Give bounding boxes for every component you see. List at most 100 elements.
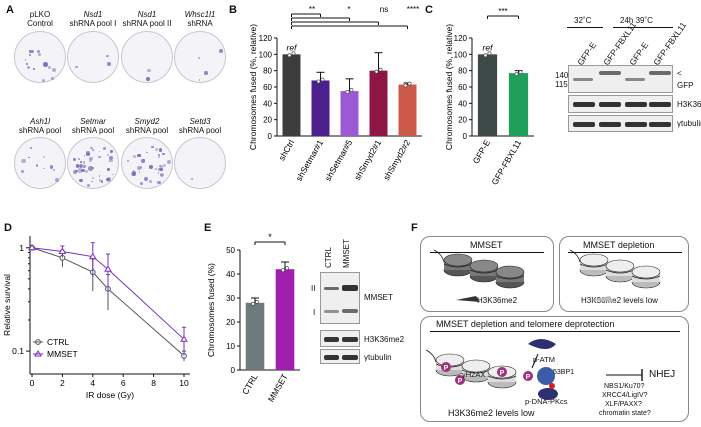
colony-dot xyxy=(160,168,163,171)
sig-label: *** xyxy=(498,7,507,16)
blot-e-label-h3k36me2: H3K36me2 xyxy=(364,335,405,344)
panel-f-nhej: NHEJ xyxy=(649,369,676,380)
bar-shSetmar#5 xyxy=(340,91,359,136)
panel-a-letter: A xyxy=(6,4,14,16)
colony-dot xyxy=(35,164,39,167)
data-point xyxy=(518,70,523,75)
data-point-MMSET xyxy=(88,252,97,260)
x-tick-label: shSetmar#5 xyxy=(323,138,355,183)
panel-f-factor-3: XLF/PAXX? xyxy=(605,401,642,408)
blot-c-mw-140: 140 xyxy=(555,71,569,80)
sig-label: * xyxy=(268,232,272,242)
blot-e-marker-1: I xyxy=(313,308,316,317)
colony-dot xyxy=(92,148,95,151)
box3-dna-wrap xyxy=(487,375,517,380)
blot-c-gfp xyxy=(568,65,673,93)
blot-c-temp-1: 32˚C xyxy=(574,16,592,25)
box1-dna-wrap xyxy=(469,269,499,274)
box3-phospho-label: P xyxy=(458,378,463,385)
colony-dot xyxy=(145,77,150,82)
colony-dot xyxy=(98,155,102,159)
colony-dot xyxy=(89,159,93,163)
blot-c-temp-2: 24h 39˚C xyxy=(620,16,653,25)
panel-a-dish-0-1 xyxy=(67,31,119,83)
y-tick-label: 20 xyxy=(458,116,467,125)
colony-dot xyxy=(132,169,135,172)
box1-h3k36me2-wedge xyxy=(456,296,480,302)
panel-d-letter: D xyxy=(4,222,12,234)
box3-53bp1 xyxy=(537,367,555,385)
colony-dot xyxy=(101,180,104,183)
panel-f-box3-rule xyxy=(430,331,680,332)
y-tick-label: 50 xyxy=(226,246,235,255)
data-point xyxy=(320,77,325,82)
panel-a-row1-label-3-line2: shRNA xyxy=(187,19,213,28)
colony-dot xyxy=(140,182,144,186)
y-tick-label: 0 xyxy=(268,132,273,141)
colony-dot xyxy=(154,148,158,152)
panel-a-row2-label-3-line1: Setd3 xyxy=(189,117,211,126)
x-tick-label: shSmyd2#2 xyxy=(381,138,412,182)
data-point xyxy=(407,81,412,86)
x-tick-label: 6 xyxy=(121,378,126,388)
sig-label: * xyxy=(347,5,350,14)
y-tick-label: 0 xyxy=(463,132,468,141)
y-axis-label: Chromosomes fused (%, relative) xyxy=(444,24,454,150)
panel-a-row2-label-1-line1: Setmar xyxy=(80,117,106,126)
x-tick-label: MMSET xyxy=(266,372,290,404)
colony-dot xyxy=(43,62,48,67)
blot-e-label-mmset: MMSET xyxy=(364,293,393,302)
data-point xyxy=(291,51,296,56)
colony-dot xyxy=(110,150,113,153)
data-point xyxy=(487,51,492,56)
box3-phospho-label: P xyxy=(500,370,505,377)
colony-dot xyxy=(106,54,109,58)
box2-nucleosome-top xyxy=(605,259,635,273)
colony-dot xyxy=(89,156,93,161)
y-tick-label: 120 xyxy=(259,34,273,43)
data-point xyxy=(285,266,289,271)
colony-dot xyxy=(98,179,102,182)
panel-f-box3-title: MMSET depletion and telomere deprotectio… xyxy=(436,319,615,329)
panel-f-pdna: p-DNA-PKcs xyxy=(525,397,568,406)
panel-f-box2-caption: H3K36me2 levels low xyxy=(581,296,658,305)
box3-phospho-circle xyxy=(455,375,465,385)
box3-patm-blob xyxy=(528,339,556,349)
data-point xyxy=(316,79,321,84)
colony-dot xyxy=(73,169,78,174)
data-point-MMSET xyxy=(180,335,188,342)
box3-phospho-circle xyxy=(523,371,533,381)
colony-dot xyxy=(155,168,158,171)
box3-phospho-circle xyxy=(441,362,451,372)
blot-c-label-gfp: GFP xyxy=(677,81,694,90)
colony-dot xyxy=(75,65,79,69)
panel-f-patm: p-ATM xyxy=(533,355,555,364)
box3-dna-end xyxy=(425,349,437,363)
colony-dot xyxy=(78,178,83,183)
panel-a-dish-0-0 xyxy=(14,31,66,83)
data-point-MMSET xyxy=(28,243,36,251)
blot-c-tubulin xyxy=(568,115,673,132)
colony-dot xyxy=(148,179,152,184)
blot-e-mmset xyxy=(320,272,360,324)
box2-dna-end xyxy=(569,249,581,263)
x-tick-label: shSmyd2#1 xyxy=(352,138,383,182)
blot-c-label-h3k36me2: H3K36me2 xyxy=(677,100,701,109)
panel-a-row2-label-0-line2: shRNA pool xyxy=(18,126,62,135)
colony-dot xyxy=(92,167,94,169)
colony-dot xyxy=(78,168,83,173)
y-tick-label: 100 xyxy=(454,50,468,59)
colony-dot xyxy=(126,160,129,162)
colony-dot xyxy=(28,54,31,57)
data-point-MMSET xyxy=(104,265,112,272)
colony-dot xyxy=(37,52,41,56)
colony-dot xyxy=(163,164,167,167)
colony-dot xyxy=(86,152,90,157)
colony-dot xyxy=(79,163,84,168)
panel-f-factor-4: chromatin state? xyxy=(599,410,651,417)
y-tick-label: 40 xyxy=(263,99,272,108)
bar-shSmyd2#1 xyxy=(369,70,388,136)
colony-dot xyxy=(90,146,93,150)
x-tick-label: shSetmar#1 xyxy=(294,138,326,183)
